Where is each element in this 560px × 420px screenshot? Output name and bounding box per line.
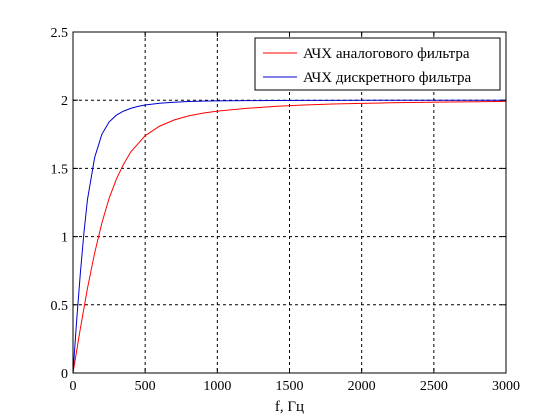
x-tick-label: 2500 xyxy=(420,379,448,394)
series-line-analog xyxy=(72,100,507,374)
x-tick-label: 1500 xyxy=(276,379,304,394)
x-tick-label: 2000 xyxy=(348,379,376,394)
plot-area: 0 500 1000 1500 2000 2500 3000 0 0.5 1 1.5 2 2.5 f, Г… xyxy=(51,26,521,415)
y-tick-label: 2.5 xyxy=(51,26,69,41)
legend-box xyxy=(254,37,501,91)
y-tick-label: 0 xyxy=(61,367,68,382)
legend-label-discrete: АЧХ дискретного фильтра xyxy=(303,70,471,86)
x-tick-label: 500 xyxy=(135,379,156,394)
y-tick-label: 1.5 xyxy=(51,162,69,177)
legend-label-analog: АЧХ аналогового фильтра xyxy=(303,46,470,62)
x-axis-label: f, Гц xyxy=(275,399,304,415)
x-tick-label: 3000 xyxy=(492,379,520,394)
y-tick-label: 2 xyxy=(61,94,68,109)
series-line-discrete xyxy=(72,99,506,374)
x-tick-label: 1000 xyxy=(203,379,231,394)
x-tick-label: 0 xyxy=(70,379,77,394)
y-tick-label: 0.5 xyxy=(51,299,69,314)
y-tick-label: 1 xyxy=(61,231,68,246)
